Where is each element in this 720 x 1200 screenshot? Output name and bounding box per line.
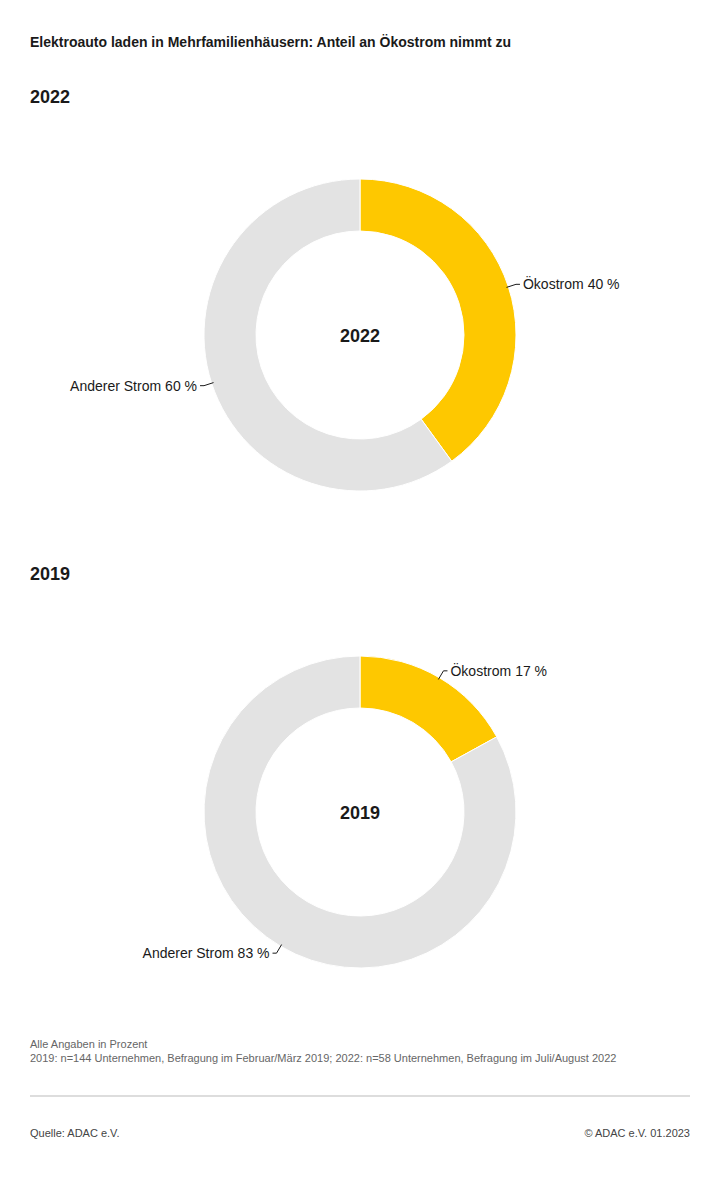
data-label: Anderer Strom60 % [70,378,197,394]
data-label: Ökostrom40 % [523,275,620,292]
label-category: Ökostrom [523,275,584,292]
footnote: 2019: n=144 Unternehmen, Befragung im Fe… [30,1052,616,1064]
chart-heading: 2019 [30,564,70,584]
donut-slice [360,179,516,461]
donut-chart: 2019 Ökostrom17 % Anderer Strom83 % 2019 [30,564,547,968]
label-leader [273,945,282,954]
chart-heading: 2022 [30,87,70,107]
label-value: 60 % [165,378,197,394]
label-leader [506,284,520,287]
source: Quelle: ADAC e.V. [30,1127,119,1139]
label-leader [438,671,447,680]
label-value: 83 % [238,945,270,961]
center-label: 2022 [340,326,380,346]
label-value: 40 % [588,276,620,292]
center-label: 2019 [340,803,380,823]
donut-slice [204,656,516,968]
label-leader [200,383,214,386]
footnote: Alle Angaben in Prozent [30,1038,147,1050]
data-label: Ökostrom17 % [450,662,547,679]
label-value: 17 % [515,663,547,679]
page-title: Elektroauto laden in Mehrfamilienhäusern… [30,34,511,50]
label-category: Anderer Strom [70,378,161,394]
donut-chart: 2022 Ökostrom40 % Anderer Strom60 % 2022 [30,87,620,491]
copyright: © ADAC e.V. 01.2023 [584,1127,690,1139]
donut-slice [204,179,452,491]
label-category: Anderer Strom [143,945,234,961]
data-label: Anderer Strom83 % [143,945,270,961]
page: Elektroauto laden in Mehrfamilienhäusern… [0,0,720,1200]
divider [30,1096,690,1097]
label-category: Ökostrom [450,662,511,679]
